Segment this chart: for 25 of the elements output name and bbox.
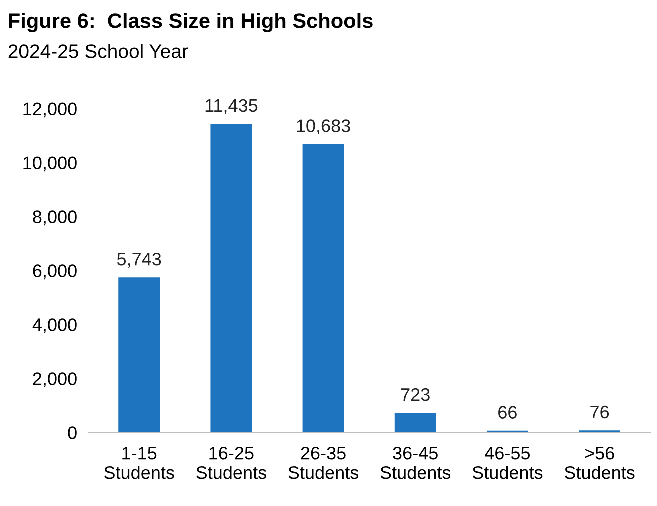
x-tick-label: >56 Students bbox=[564, 446, 635, 480]
data-label: 11,435 bbox=[206, 99, 258, 114]
chart-subtitle: 2024-25 School Year bbox=[8, 44, 188, 58]
y-tick-label: 0 bbox=[68, 426, 77, 440]
y-tick-label: 8,000 bbox=[33, 210, 77, 226]
chart-title: Figure 6: Class Size in High Schools bbox=[9, 13, 373, 33]
data-label: 723 bbox=[401, 388, 430, 402]
y-tick-label: 6,000 bbox=[33, 264, 77, 280]
bar bbox=[210, 124, 252, 433]
x-tick-label: 16-25 Students bbox=[196, 446, 266, 480]
y-tick-label: 2,000 bbox=[33, 372, 77, 388]
bar bbox=[118, 278, 160, 433]
x-tick-label: 46-55 Students bbox=[472, 446, 543, 480]
x-tick-label: 1-15 Students bbox=[104, 447, 174, 480]
data-label: 76 bbox=[590, 406, 610, 419]
bar bbox=[302, 144, 344, 433]
y-tick-label: 12,000 bbox=[24, 102, 77, 118]
bar bbox=[394, 413, 436, 433]
x-tick-label: 36-45 Students bbox=[380, 446, 451, 480]
data-label: 66 bbox=[498, 406, 517, 419]
data-label: 10,683 bbox=[297, 120, 350, 135]
y-tick-label: 4,000 bbox=[32, 318, 77, 334]
data-label: 5,743 bbox=[117, 252, 162, 268]
y-tick-label: 10,000 bbox=[24, 156, 77, 172]
x-tick-label: 26-35 Students bbox=[288, 446, 359, 480]
